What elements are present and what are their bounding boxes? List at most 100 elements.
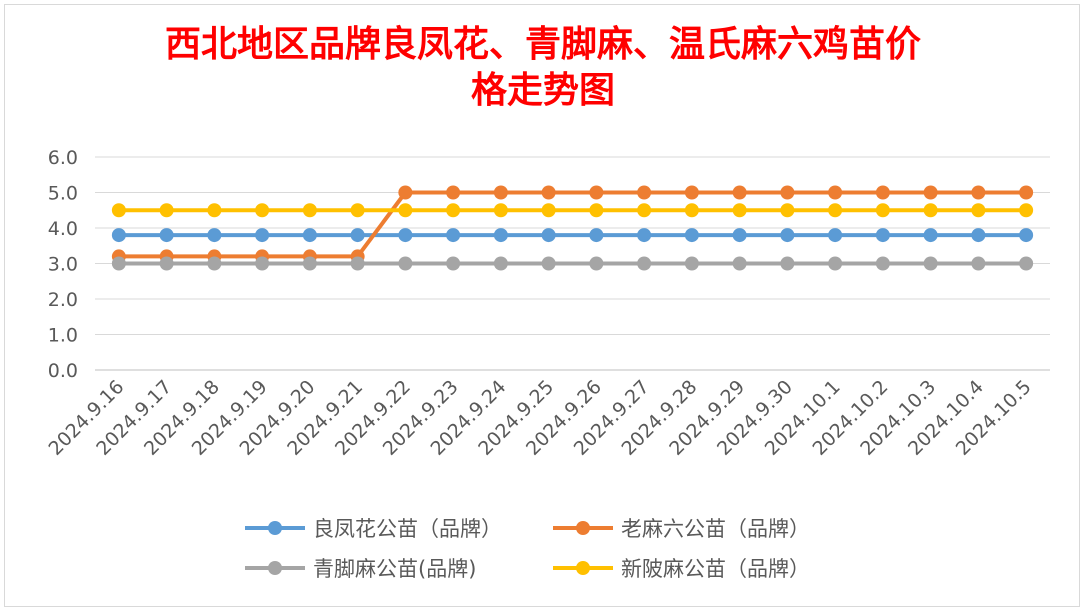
data-point — [732, 203, 747, 218]
series-1 — [111, 228, 1034, 243]
series-4 — [111, 203, 1034, 218]
data-point — [828, 228, 843, 243]
data-point — [398, 256, 413, 271]
y-tick-label: 3.0 — [48, 254, 78, 276]
data-point — [493, 185, 508, 200]
data-point — [637, 185, 652, 200]
data-point — [1019, 203, 1034, 218]
legend-item: 青脚麻公苗(品牌) — [245, 557, 476, 581]
data-point — [589, 185, 604, 200]
data-point — [971, 256, 986, 271]
data-point — [637, 203, 652, 218]
data-point — [493, 256, 508, 271]
data-point — [684, 228, 699, 243]
data-point — [111, 203, 126, 218]
data-point — [637, 256, 652, 271]
series-3 — [111, 256, 1034, 271]
data-point — [1019, 185, 1034, 200]
data-point — [159, 203, 174, 218]
data-point — [207, 256, 222, 271]
data-point — [875, 203, 890, 218]
data-point — [875, 185, 890, 200]
data-point — [780, 203, 795, 218]
data-point — [923, 228, 938, 243]
data-point — [159, 256, 174, 271]
data-point — [971, 203, 986, 218]
data-point — [875, 256, 890, 271]
data-point — [493, 203, 508, 218]
x-axis: 2024.9.162024.9.172024.9.182024.9.192024… — [44, 376, 1035, 460]
data-point — [589, 203, 604, 218]
legend-label: 青脚麻公苗(品牌) — [313, 557, 476, 581]
y-tick-label: 4.0 — [48, 218, 78, 240]
chart-title-line-1: 西北地区品牌良凤花、青脚麻、温氏麻六鸡苗价 — [164, 24, 921, 65]
data-point — [828, 203, 843, 218]
series-line — [118, 190, 1027, 259]
legend-swatch-marker — [576, 561, 590, 575]
data-point — [875, 228, 890, 243]
data-point — [923, 203, 938, 218]
data-point — [302, 256, 317, 271]
data-point — [971, 228, 986, 243]
data-point — [350, 228, 365, 243]
series-2 — [111, 185, 1034, 264]
data-point — [923, 185, 938, 200]
data-point — [541, 185, 556, 200]
legend-item: 良凤花公苗（品牌） — [245, 517, 502, 541]
legend: 良凤花公苗（品牌） 老麻六公苗（品牌） 青脚麻公苗(品牌) 新陂麻公苗（品牌） — [245, 517, 810, 581]
data-point — [207, 203, 222, 218]
chart-frame — [4, 4, 1080, 607]
chart-title: 西北地区品牌良凤花、青脚麻、温氏麻六鸡苗价 格走势图 — [0, 22, 1086, 114]
data-point — [350, 203, 365, 218]
data-point — [732, 256, 747, 271]
data-point — [780, 185, 795, 200]
data-point — [1019, 256, 1034, 271]
data-point — [446, 256, 461, 271]
legend-swatch-marker — [268, 561, 282, 575]
data-point — [398, 228, 413, 243]
data-point — [732, 228, 747, 243]
data-point — [684, 185, 699, 200]
data-point — [589, 228, 604, 243]
y-tick-label: 0.0 — [48, 360, 78, 382]
data-point — [446, 228, 461, 243]
data-point — [828, 185, 843, 200]
series-lines — [111, 185, 1034, 271]
y-tick-label: 2.0 — [48, 289, 78, 311]
data-point — [732, 185, 747, 200]
data-point — [398, 203, 413, 218]
data-point — [255, 228, 270, 243]
data-point — [637, 228, 652, 243]
data-point — [971, 185, 986, 200]
legend-label: 老麻六公苗（品牌） — [621, 517, 810, 541]
data-point — [923, 256, 938, 271]
y-tick-label: 6.0 — [48, 147, 78, 169]
data-point — [255, 256, 270, 271]
data-point — [589, 256, 604, 271]
data-point — [111, 228, 126, 243]
legend-label: 良凤花公苗（品牌） — [313, 517, 502, 541]
data-point — [350, 256, 365, 271]
data-point — [780, 228, 795, 243]
data-point — [541, 256, 556, 271]
data-point — [684, 256, 699, 271]
data-point — [302, 228, 317, 243]
data-point — [446, 203, 461, 218]
data-point — [255, 203, 270, 218]
data-point — [684, 203, 699, 218]
data-point — [828, 256, 843, 271]
y-tick-label: 1.0 — [48, 325, 78, 347]
data-point — [493, 228, 508, 243]
data-point — [302, 203, 317, 218]
legend-label: 新陂麻公苗（品牌） — [621, 557, 810, 581]
y-tick-label: 5.0 — [48, 183, 78, 205]
chart-title-line-2: 格走势图 — [470, 70, 615, 111]
legend-item: 新陂麻公苗（品牌） — [553, 557, 810, 581]
y-axis: 0.0 1.0 2.0 3.0 4.0 5.0 6.0 — [48, 147, 78, 382]
data-point — [1019, 228, 1034, 243]
data-point — [541, 228, 556, 243]
data-point — [541, 203, 556, 218]
data-point — [446, 185, 461, 200]
data-point — [398, 185, 413, 200]
